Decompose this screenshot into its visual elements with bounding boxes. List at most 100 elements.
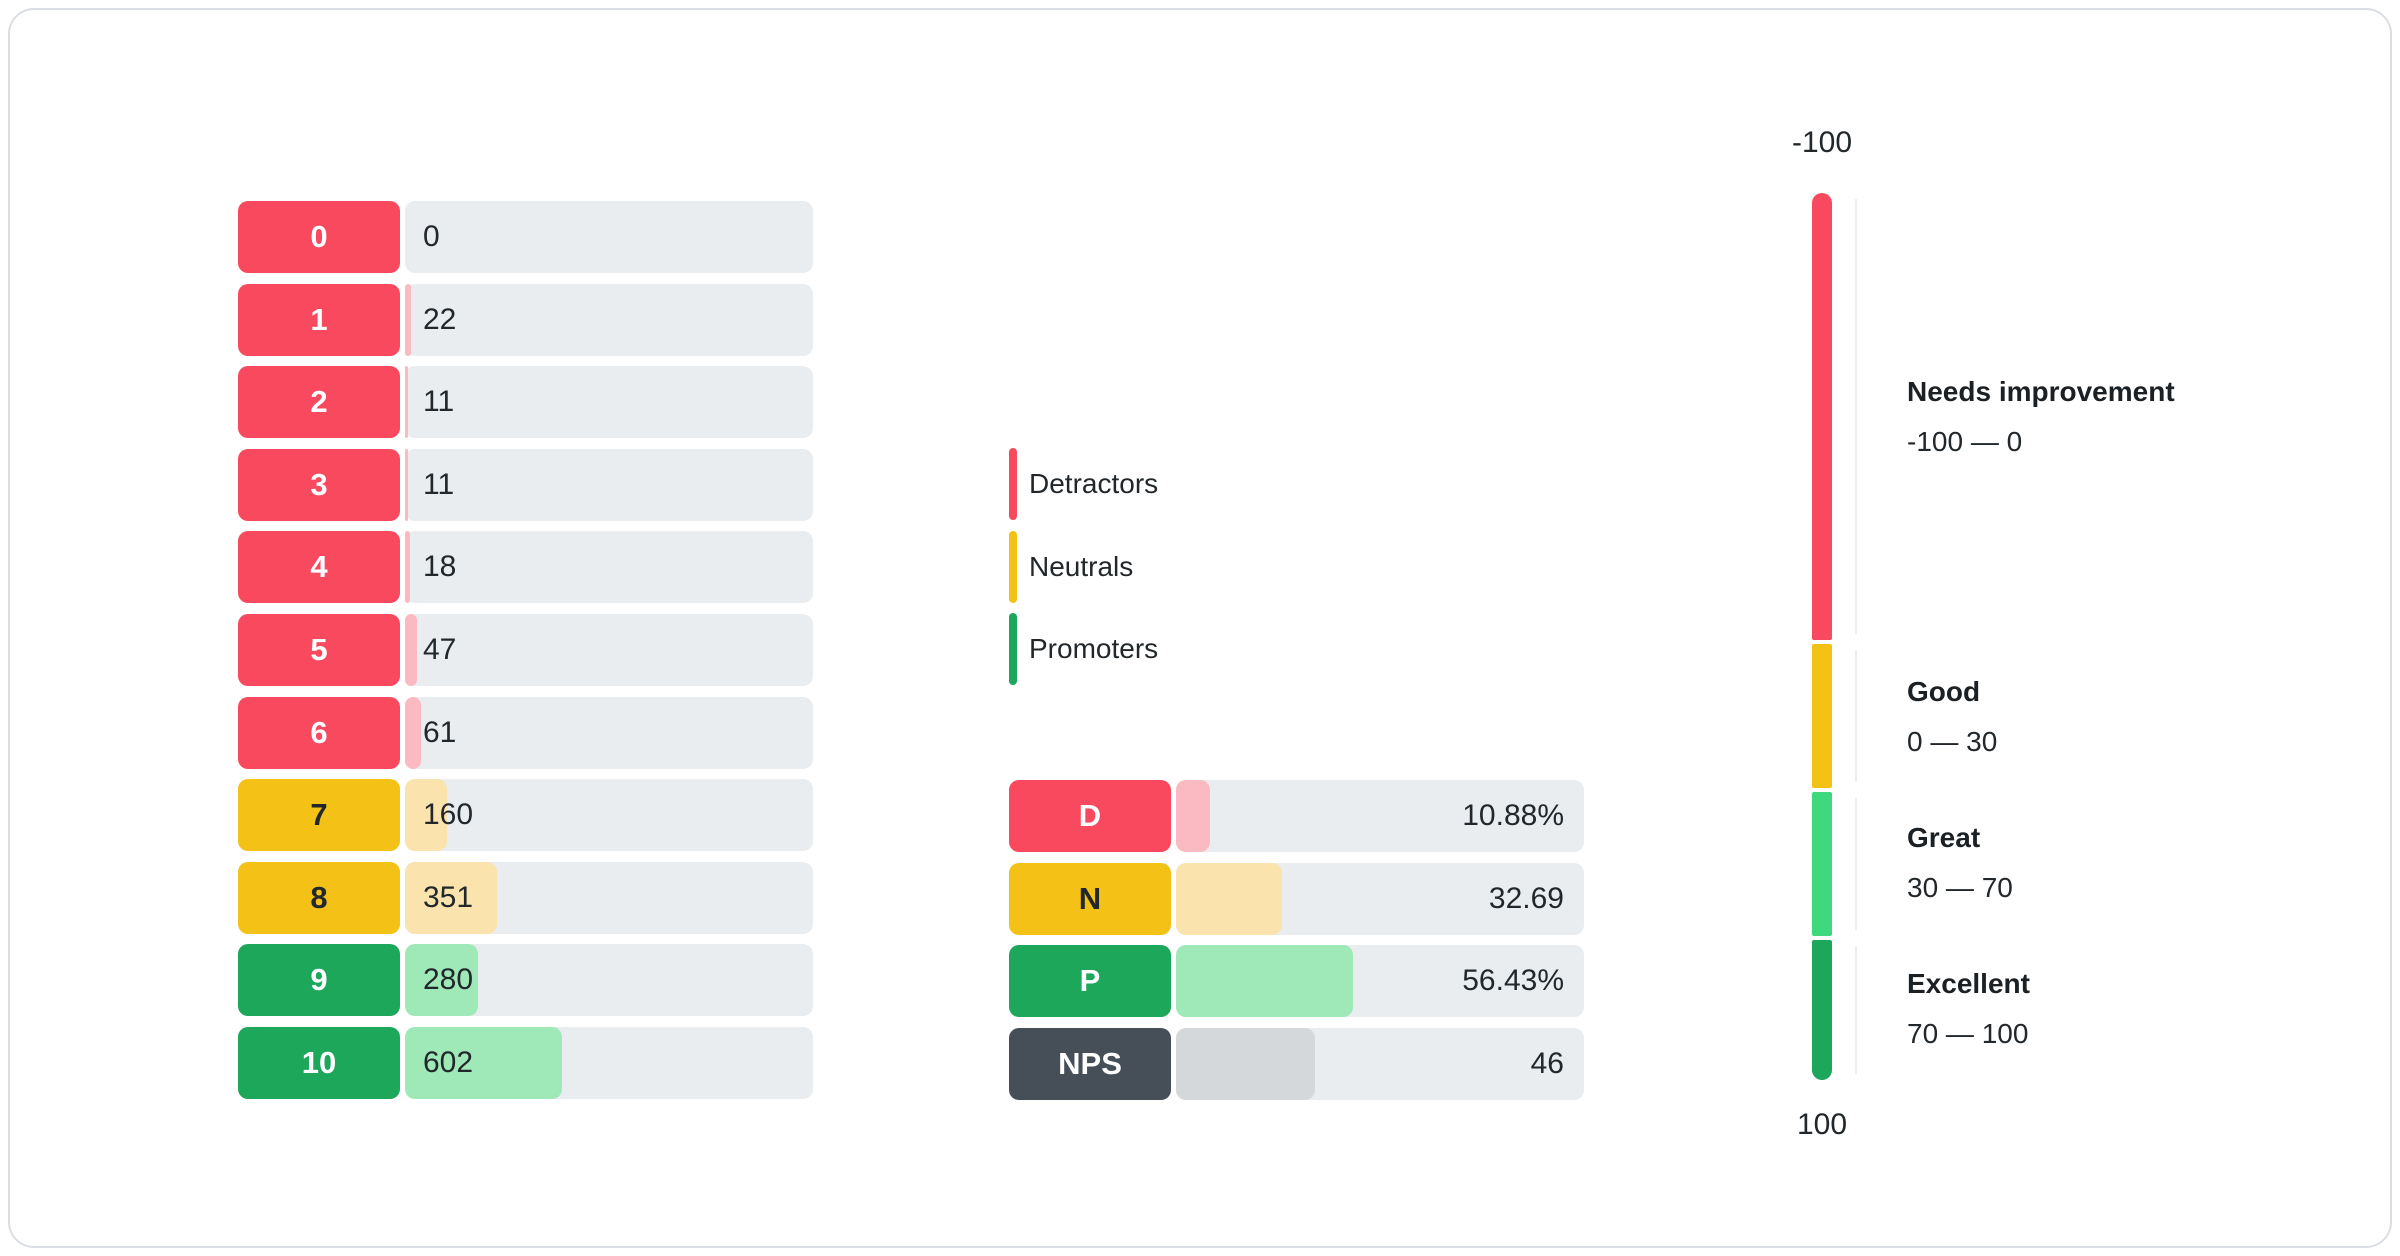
summary-value: 46 [1530,1046,1564,1080]
summary-track: 32.69 [1176,862,1584,935]
score-count: 0 [423,220,440,253]
score-fill [405,696,421,769]
promoters-swatch [1009,613,1017,686]
score-row: 6 61 [238,696,813,769]
legend-label: Neutrals [1029,550,1134,582]
gauge-segment-excellent [1812,940,1832,1080]
summary-row-neutrals: N 32.69 [1009,862,1584,935]
neutrals-swatch [1009,530,1017,603]
score-badge: 2 [238,366,400,439]
legend-label: Detractors [1029,468,1159,499]
nps-summary-chart: D 10.88% N 32.69 P 56.43% [1009,780,1584,1100]
score-count: 602 [423,1045,474,1079]
gauge-axis-line [1855,193,1857,1080]
legend-item-promoters: Promoters [1009,613,1159,686]
score-fill [405,366,408,439]
dashboard-card: 0 0 1 22 2 11 3 [8,8,2392,1248]
score-badge: 6 [238,696,400,769]
summary-value: 56.43% [1462,964,1564,998]
score-distribution-chart: 0 0 1 22 2 11 3 [238,201,813,1099]
gauge-band-title: Excellent [1907,968,2030,999]
score-fill [405,448,408,521]
score-count: 18 [423,550,457,584]
score-row: 5 47 [238,613,813,686]
summary-fill [1176,862,1283,935]
summary-fill [1176,780,1210,852]
legend-label: Promoters [1029,633,1159,665]
detractors-swatch [1009,448,1017,520]
legend: Detractors Neutrals Promoters [1009,448,1159,686]
score-row: 2 11 [238,366,813,439]
score-count: 280 [423,963,474,997]
score-fill [405,531,410,604]
summary-row-detractors: D 10.88% [1009,780,1584,852]
gauge-bar [1812,193,1832,1080]
summary-badge: P [1009,945,1171,1018]
score-badge: 7 [238,779,400,852]
gauge-segment-great [1812,792,1832,936]
legend-item-neutrals: Neutrals [1009,530,1158,603]
gauge-axis-line-segment [1855,792,1857,936]
gauge-tick-bottom: 100 [1796,1108,1848,1141]
score-track: 11 [405,366,813,439]
score-track: 22 [405,283,813,356]
score-track: 602 [405,1026,813,1099]
summary-badge: N [1009,862,1171,935]
score-row: 3 11 [238,448,813,521]
summary-track: 10.88% [1176,780,1584,852]
gauge-label-great: Great 30 — 70 [1907,820,2013,906]
score-track: 61 [405,696,813,769]
summary-value: 32.69 [1488,881,1564,915]
score-track: 18 [405,531,813,604]
score-badge: 9 [238,944,400,1017]
score-track: 351 [405,861,813,934]
score-fill [405,1026,563,1099]
score-track: 280 [405,944,813,1017]
score-badge: 8 [238,861,400,934]
score-fill [405,944,479,1017]
score-fill [405,283,411,356]
score-count: 47 [423,632,457,666]
gauge-label-needs-improvement: Needs improvement -100 — 0 [1907,374,2175,460]
score-row: 9 280 [238,944,813,1017]
summary-fill [1176,1027,1316,1100]
gauge-band-title: Great [1907,822,1981,853]
score-badge: 1 [238,283,400,356]
score-fill [405,779,447,852]
summary-row-promoters: P 56.43% [1009,945,1584,1018]
score-track: 0 [405,201,813,273]
score-badge: 0 [238,201,400,273]
score-badge: 4 [238,531,400,604]
summary-row-nps: NPS 46 [1009,1027,1584,1100]
score-count: 22 [423,302,457,336]
gauge-band-title: Needs improvement [1907,376,2175,407]
gauge-tick-top: -100 [1791,126,1853,159]
legend-item-detractors: Detractors [1009,448,1158,520]
score-count: 11 [423,385,455,419]
gauge-band-range: 0 — 30 [1907,726,1998,757]
score-count: 11 [423,467,455,501]
summary-badge: D [1009,780,1171,852]
score-track: 160 [405,779,813,852]
score-row: 8 351 [238,861,813,934]
score-row: 7 160 [238,779,813,852]
gauge-band-range: 30 — 70 [1907,872,2013,903]
summary-value: 10.88% [1462,799,1564,832]
score-row: 0 0 [238,201,813,273]
score-track: 47 [405,613,813,686]
summary-track: 56.43% [1176,945,1584,1018]
summary-fill [1176,945,1354,1018]
score-badge: 10 [238,1026,400,1099]
score-count: 351 [423,880,474,914]
gauge-axis-line-segment [1855,940,1857,1080]
score-row: 10 602 [238,1026,813,1099]
summary-track: 46 [1176,1027,1584,1100]
score-fill [405,861,497,934]
gauge-segment-needs-improvement [1812,193,1832,640]
gauge-axis-line-segment [1855,193,1857,640]
gauge-segment-good [1812,644,1832,788]
score-count: 61 [423,715,457,749]
score-row: 4 18 [238,531,813,604]
gauge-label-good: Good 0 — 30 [1907,674,1997,760]
